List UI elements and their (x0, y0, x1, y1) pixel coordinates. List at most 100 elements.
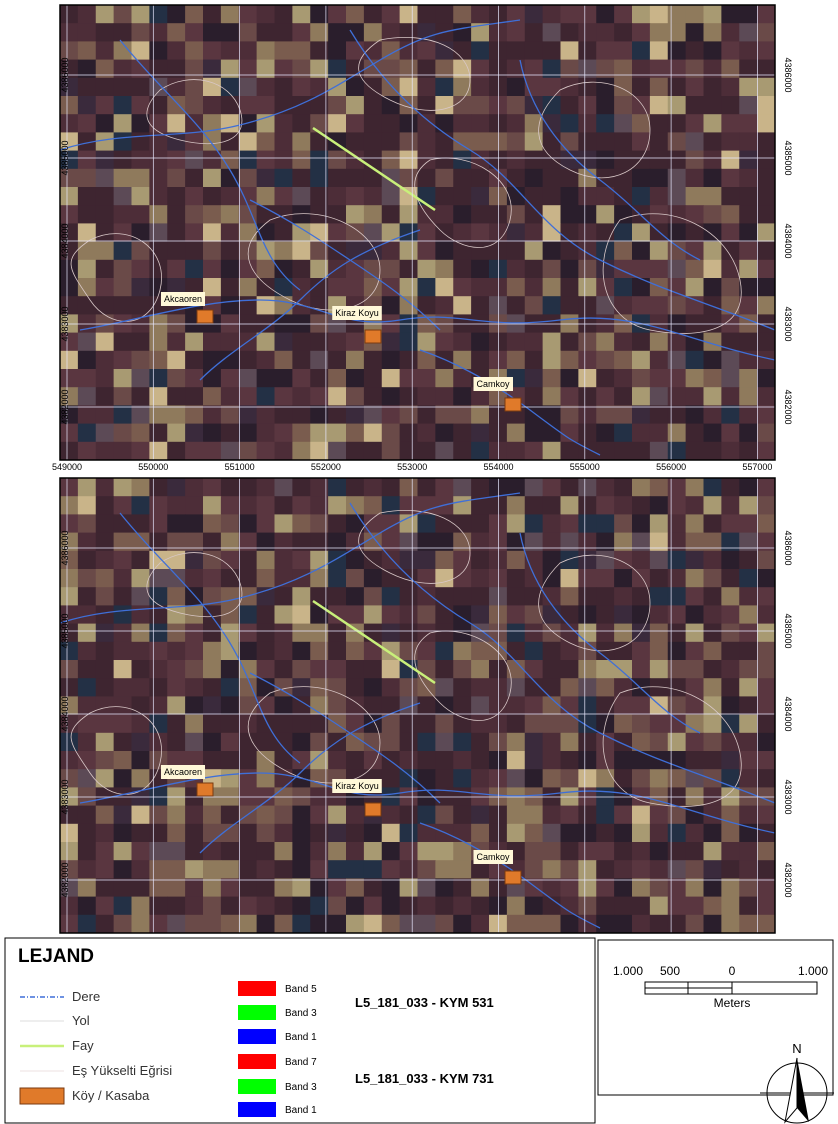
imagery-pixel (292, 405, 310, 424)
imagery-pixel (543, 842, 561, 861)
imagery-pixel (561, 842, 579, 861)
imagery-pixel (578, 351, 596, 370)
imagery-pixel (686, 533, 704, 552)
imagery-pixel (203, 387, 221, 406)
imagery-pixel (132, 169, 150, 188)
imagery-pixel (704, 351, 722, 370)
imagery-pixel (525, 514, 543, 533)
imagery-pixel (203, 187, 221, 206)
imagery-pixel (114, 642, 132, 661)
imagery-pixel (596, 205, 614, 224)
imagery-pixel (614, 878, 632, 897)
imagery-pixel (686, 278, 704, 297)
imagery-pixel (632, 424, 650, 443)
imagery-pixel (132, 915, 150, 934)
imagery-pixel (561, 806, 579, 825)
imagery-pixel (328, 678, 346, 697)
imagery-pixel (453, 387, 471, 406)
imagery-pixel (78, 878, 96, 897)
imagery-pixel (543, 41, 561, 60)
imagery-pixel (400, 605, 418, 624)
imagery-pixel (650, 405, 668, 424)
imagery-pixel (757, 96, 775, 115)
imagery-pixel (96, 187, 114, 206)
imagery-pixel (650, 242, 668, 261)
imagery-pixel (721, 915, 739, 934)
imagery-pixel (614, 642, 632, 661)
imagery-pixel (185, 824, 203, 843)
imagery-pixel (60, 587, 78, 606)
imagery-pixel (596, 860, 614, 879)
imagery-pixel (435, 569, 453, 588)
imagery-pixel (364, 660, 382, 679)
imagery-pixel (382, 242, 400, 261)
imagery-pixel (561, 897, 579, 916)
imagery-pixel (257, 624, 275, 643)
imagery-pixel (686, 660, 704, 679)
imagery-pixel (578, 860, 596, 879)
imagery-pixel (382, 533, 400, 552)
imagery-pixel (435, 151, 453, 170)
imagery-pixel (60, 5, 78, 24)
imagery-pixel (596, 678, 614, 697)
imagery-pixel (203, 642, 221, 661)
imagery-pixel (185, 715, 203, 734)
place-label: Kiraz Koyu (335, 308, 379, 318)
imagery-pixel (614, 478, 632, 497)
imagery-pixel (453, 769, 471, 788)
imagery-pixel (704, 587, 722, 606)
imagery-pixel (292, 824, 310, 843)
imagery-pixel (543, 333, 561, 352)
imagery-pixel (471, 296, 489, 315)
imagery-pixel (364, 205, 382, 224)
imagery-pixel (78, 278, 96, 297)
imagery-pixel (96, 769, 114, 788)
imagery-pixel (185, 424, 203, 443)
imagery-pixel (382, 915, 400, 934)
imagery-pixel (167, 333, 185, 352)
imagery-pixel (704, 60, 722, 79)
imagery-pixel (382, 569, 400, 588)
imagery-pixel (686, 296, 704, 315)
imagery-pixel (292, 514, 310, 533)
imagery-pixel (543, 860, 561, 879)
imagery-pixel (292, 478, 310, 497)
imagery-pixel (346, 587, 364, 606)
imagery-pixel (275, 769, 293, 788)
imagery-pixel (525, 369, 543, 388)
imagery-pixel (400, 733, 418, 752)
imagery-pixel (418, 278, 436, 297)
imagery-pixel (739, 478, 757, 497)
imagery-pixel (364, 23, 382, 42)
imagery-pixel (275, 442, 293, 461)
imagery-pixel (704, 569, 722, 588)
imagery-pixel (435, 605, 453, 624)
imagery-pixel (275, 533, 293, 552)
imagery-pixel (185, 514, 203, 533)
imagery-pixel (60, 733, 78, 752)
imagery-pixel (167, 587, 185, 606)
imagery-pixel (78, 769, 96, 788)
imagery-pixel (596, 387, 614, 406)
imagery-pixel (185, 624, 203, 643)
imagery-pixel (704, 824, 722, 843)
imagery-pixel (650, 860, 668, 879)
imagery-pixel (364, 897, 382, 916)
imagery-pixel (114, 442, 132, 461)
imagery-pixel (292, 333, 310, 352)
imagery-pixel (668, 514, 686, 533)
x-coord-label: 549000 (52, 462, 82, 472)
imagery-pixel (185, 151, 203, 170)
imagery-pixel (471, 551, 489, 570)
imagery-pixel (275, 860, 293, 879)
imagery-pixel (435, 78, 453, 97)
imagery-pixel (704, 442, 722, 461)
imagery-pixel (507, 915, 525, 934)
imagery-pixel (221, 387, 239, 406)
imagery-pixel (739, 551, 757, 570)
imagery-pixel (382, 96, 400, 115)
imagery-pixel (364, 424, 382, 443)
imagery-pixel (578, 223, 596, 242)
imagery-pixel (275, 624, 293, 643)
imagery-pixel (704, 387, 722, 406)
